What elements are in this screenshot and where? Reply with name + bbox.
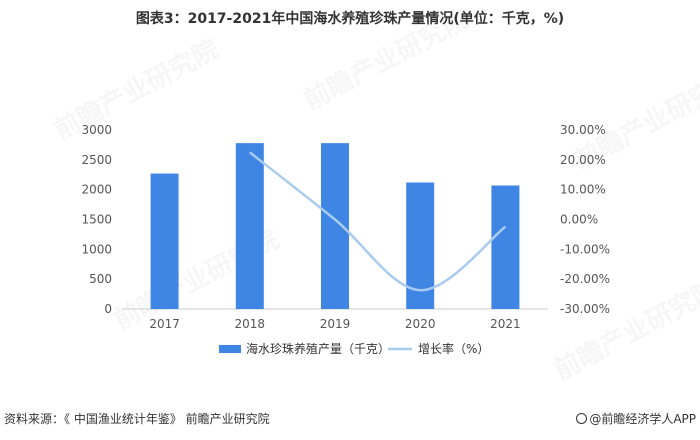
right-tick-label: 20.00% <box>560 153 606 167</box>
bar <box>235 143 264 309</box>
left-tick-label: 3000 <box>81 123 112 137</box>
x-axis: 2017 2018 2019 2020 2021 <box>149 317 520 331</box>
right-tick-label: -30.00% <box>560 302 610 316</box>
brand-text: @前瞻经济学人APP <box>589 412 696 426</box>
watermark-text: 前瞻产业研究院 <box>299 3 474 116</box>
left-axis: 0 500 1000 1500 2000 2500 3000 <box>81 123 112 316</box>
x-tick-label: 2018 <box>235 317 266 331</box>
left-tick-label: 0 <box>104 302 112 316</box>
x-tick-label: 2021 <box>490 317 521 331</box>
left-tick-label: 2500 <box>81 153 112 167</box>
right-tick-label: 0.00% <box>560 213 598 227</box>
brand-note: @前瞻经济学人APP <box>576 410 696 427</box>
bar <box>321 143 349 309</box>
bar <box>491 185 520 309</box>
left-tick-label: 2000 <box>81 183 112 197</box>
bar <box>150 173 179 309</box>
watermark-text: 前瞻产业研究院 <box>49 33 224 146</box>
x-tick-label: 2019 <box>320 317 351 331</box>
legend: 海水珍珠养殖产量（千克） 增长率（%） <box>219 341 489 356</box>
source-note: 资料来源：《 中国渔业统计年鉴》 前瞻产业研究院 <box>4 412 270 426</box>
right-tick-label: -10.00% <box>560 242 610 256</box>
x-tick-label: 2017 <box>149 317 180 331</box>
legend-bar-label: 海水珍珠养殖产量（千克） <box>246 341 390 356</box>
right-tick-label: 10.00% <box>560 183 606 197</box>
growth-rate-line <box>249 151 507 292</box>
watermark-text: 前瞻产业研究院 <box>549 273 700 386</box>
legend-line-label: 增长率（%） <box>418 341 489 356</box>
right-tick-label: -20.00% <box>560 272 610 286</box>
legend-bar-swatch <box>219 345 241 353</box>
right-tick-label: 30.00% <box>560 123 606 137</box>
left-tick-label: 500 <box>89 272 112 286</box>
chart-title: 图表3：2017-2021年中国海水养殖珍珠产量情况(单位：千克，%) <box>135 11 565 27</box>
right-axis: -30.00% -20.00% -10.00% 0.00% 10.00% 20.00% 30… <box>560 123 610 316</box>
x-tick-label: 2020 <box>405 317 436 331</box>
left-tick-label: 1000 <box>81 242 112 256</box>
brand-logo-icon <box>576 413 588 424</box>
left-tick-label: 1500 <box>81 213 112 227</box>
